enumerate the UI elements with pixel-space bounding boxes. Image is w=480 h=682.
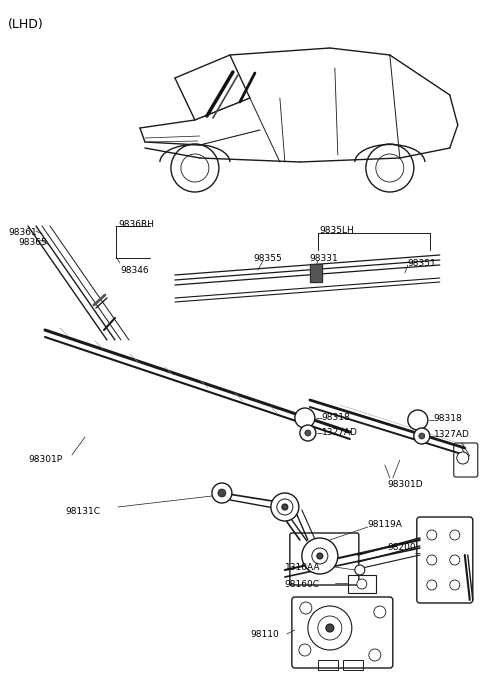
Text: 98355: 98355 bbox=[253, 254, 282, 263]
Circle shape bbox=[355, 565, 365, 575]
Circle shape bbox=[317, 553, 323, 559]
Circle shape bbox=[282, 504, 288, 510]
Circle shape bbox=[312, 548, 328, 564]
Text: 98160C: 98160C bbox=[285, 580, 320, 589]
Circle shape bbox=[271, 493, 299, 521]
Text: 1327AD: 1327AD bbox=[434, 430, 469, 439]
Circle shape bbox=[419, 433, 425, 439]
Bar bbox=[310, 264, 322, 282]
Circle shape bbox=[305, 430, 311, 436]
Text: 98365: 98365 bbox=[18, 238, 47, 247]
Text: 98318: 98318 bbox=[434, 414, 463, 423]
Circle shape bbox=[218, 489, 226, 497]
Circle shape bbox=[326, 624, 334, 632]
Text: 98361: 98361 bbox=[8, 228, 37, 237]
Circle shape bbox=[300, 425, 316, 441]
Text: 98346: 98346 bbox=[120, 266, 149, 275]
Circle shape bbox=[457, 452, 469, 464]
Circle shape bbox=[302, 538, 338, 574]
Circle shape bbox=[408, 410, 428, 430]
Text: 98351: 98351 bbox=[408, 259, 436, 268]
Text: (LHD): (LHD) bbox=[8, 18, 44, 31]
Text: 1310AA: 1310AA bbox=[285, 563, 320, 572]
Bar bbox=[348, 575, 376, 593]
Text: 98131C: 98131C bbox=[65, 507, 100, 516]
Text: 1327AD: 1327AD bbox=[322, 428, 358, 437]
Text: 98301D: 98301D bbox=[388, 480, 423, 489]
Circle shape bbox=[212, 483, 232, 503]
Text: 9836RH: 9836RH bbox=[118, 220, 154, 229]
Circle shape bbox=[277, 499, 293, 515]
Circle shape bbox=[414, 428, 430, 444]
Text: 98301P: 98301P bbox=[28, 455, 62, 464]
Text: 98331: 98331 bbox=[310, 254, 338, 263]
Text: 98318: 98318 bbox=[322, 413, 350, 422]
Text: 98110: 98110 bbox=[250, 630, 278, 639]
Text: 98119A: 98119A bbox=[368, 520, 403, 529]
Text: 9835LH: 9835LH bbox=[320, 226, 355, 235]
Circle shape bbox=[357, 579, 367, 589]
Circle shape bbox=[295, 408, 315, 428]
Bar bbox=[318, 660, 338, 670]
Bar bbox=[343, 660, 363, 670]
Text: 98200: 98200 bbox=[388, 543, 417, 552]
Bar bbox=[310, 264, 322, 282]
